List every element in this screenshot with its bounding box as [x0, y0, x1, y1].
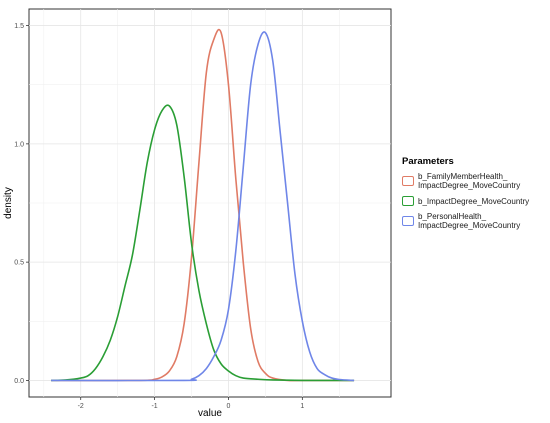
density-curve-2	[51, 31, 355, 382]
legend-label: b_PersonalHealth_ ImpactDegree_MoveCount…	[418, 212, 521, 230]
legend: Parameters b_FamilyMemberHealth_ ImpactD…	[402, 156, 550, 236]
density-curve-0	[51, 28, 355, 382]
legend-label: b_FamilyMemberHealth_ ImpactDegree_MoveC…	[418, 172, 521, 190]
legend-item: b_PersonalHealth_ ImpactDegree_MoveCount…	[402, 212, 550, 230]
legend-item: b_FamilyMemberHealth_ ImpactDegree_MoveC…	[402, 172, 550, 190]
density-curve-1	[51, 104, 355, 382]
x-tick-label: 1	[300, 403, 304, 410]
x-tick-label: -1	[151, 403, 157, 410]
x-tick-label: -2	[78, 403, 84, 410]
legend-key	[402, 196, 414, 206]
legend-key	[402, 176, 414, 186]
y-tick-label: 0.5	[14, 260, 24, 267]
y-axis-title: density	[3, 187, 14, 219]
x-axis-title: value	[198, 408, 222, 419]
legend-item: b_ImpactDegree_MoveCountry	[402, 196, 550, 206]
legend-title: Parameters	[402, 156, 454, 167]
legend-label: b_ImpactDegree_MoveCountry	[418, 196, 530, 206]
y-tick-label: 1.0	[14, 141, 24, 148]
y-tick-label: 0.0	[14, 378, 24, 385]
axes: -2 -1 0 1 0.0 0.5 1.0 1.5	[14, 23, 304, 410]
legend-key	[402, 216, 414, 226]
x-tick-label: 0	[227, 403, 231, 410]
y-tick-label: 1.5	[14, 23, 24, 30]
density-curves	[51, 28, 355, 382]
